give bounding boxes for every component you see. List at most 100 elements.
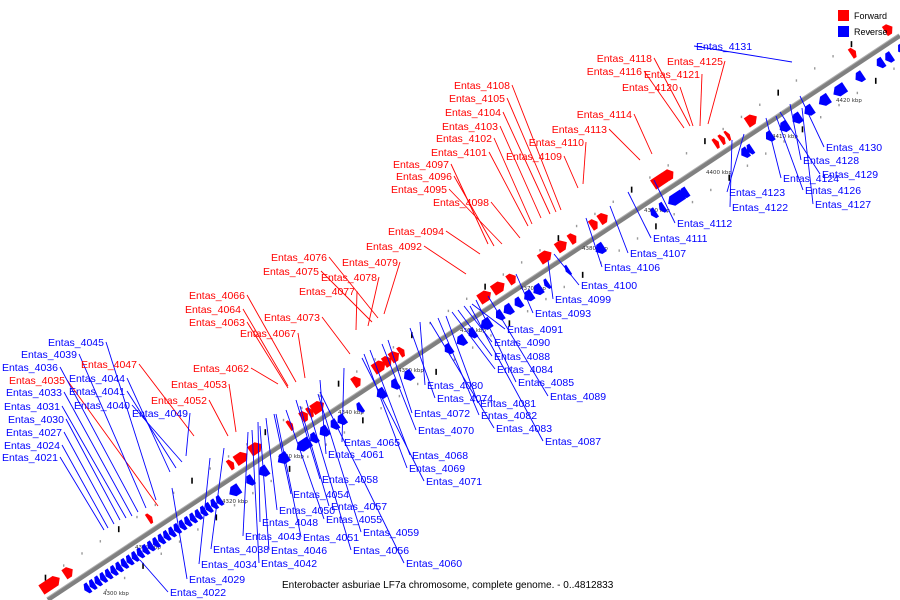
reverse-gene-arrow (115, 561, 125, 573)
gene-label: Entas_4036 (2, 362, 58, 374)
guide-dot (356, 370, 358, 373)
label-leader (63, 431, 115, 525)
reverse-gene-arrow (456, 333, 469, 346)
reverse-gene-arrow (876, 56, 887, 69)
forward-gene-arrow (285, 420, 294, 431)
label-leader (765, 117, 782, 179)
guide-dot (777, 89, 780, 96)
forward-gene-arrow (232, 451, 248, 466)
guide-dot (160, 552, 162, 555)
reverse-gene-arrow (152, 536, 162, 548)
guide-dot (380, 407, 382, 410)
forward-gene-arrow (662, 169, 674, 182)
gene-label: Entas_4092 (366, 241, 422, 253)
reverse-gene-arrow (246, 474, 257, 486)
reverse-gene-arrow (178, 519, 188, 531)
guide-dot (520, 261, 523, 264)
tick-guides (44, 30, 895, 592)
forward-gene-arrow (847, 47, 857, 59)
label-leader (355, 290, 358, 331)
guide-dot (435, 368, 437, 375)
forward-gene-arrow (38, 576, 60, 595)
guide-dot (343, 431, 346, 434)
guide-dot (746, 164, 749, 167)
gene-label: Entas_4078 (321, 272, 377, 284)
label-leader (257, 421, 261, 523)
gene-label: Entas_4082 (481, 410, 537, 422)
gene-label: Entas_4088 (494, 351, 550, 363)
label-leader (361, 357, 425, 482)
label-leader (246, 294, 297, 383)
label-leader (493, 137, 533, 225)
label-leader (320, 270, 373, 323)
guide-dot (319, 394, 321, 397)
axis-tick-label: 4340 kbp (338, 410, 364, 416)
forward-gene-arrow (743, 114, 757, 128)
reverse-gene-arrow (131, 550, 141, 562)
reverse-gene-arrow (680, 186, 691, 199)
gene-label: Entas_4039 (21, 349, 77, 361)
forward-gene-arrow (717, 134, 726, 146)
label-leader (198, 457, 211, 565)
forward-gene-arrow (370, 360, 386, 375)
guide-dot (820, 116, 822, 119)
gene-label: Entas_4120 (622, 82, 678, 94)
reverse-gene-arrow (818, 92, 832, 106)
guide-dot (270, 479, 272, 483)
label-leader (511, 84, 562, 211)
label-leader (653, 57, 691, 127)
label-leader (693, 45, 793, 63)
guide-dot (710, 188, 712, 192)
label-leader (319, 391, 405, 564)
gene-label: Entas_4091 (507, 324, 563, 336)
guide-dot (447, 309, 450, 313)
gene-label: Entas_4121 (644, 69, 700, 81)
forward-gene-arrow (566, 233, 577, 245)
guide-dot (301, 406, 303, 410)
gene-label: Entas_4034 (201, 559, 257, 571)
label-leader (487, 295, 549, 397)
label-leader (242, 431, 249, 537)
legend-forward-label: Forward (854, 11, 887, 21)
gene-label: Entas_4089 (550, 391, 606, 403)
reverse-gene-arrow (310, 431, 320, 444)
label-leader (448, 188, 503, 245)
guide-dot (117, 526, 120, 533)
forward-gene-arrow (553, 240, 567, 254)
guide-dot (563, 285, 565, 289)
reverse-gene-arrow (147, 540, 156, 552)
reverse-gene-arrow (104, 568, 114, 580)
gene-label: Entas_4109 (506, 151, 562, 163)
gene-label: Entas_4035 (9, 375, 65, 387)
guide-dot (636, 237, 639, 240)
guide-dot (508, 320, 511, 327)
guide-dot (325, 443, 327, 446)
gene-label: Entas_4083 (496, 423, 552, 435)
gene-label: Entas_4060 (406, 558, 462, 570)
guide-dot (728, 174, 731, 181)
label-leader (138, 363, 195, 437)
legend: Forward Reverse (838, 10, 888, 37)
backbone-line (46, 34, 900, 600)
label-leader (369, 349, 411, 456)
forward-gene-arrow (144, 513, 154, 525)
gene-label: Entas_4087 (545, 436, 601, 448)
gene-label: Entas_4097 (393, 159, 449, 171)
guide-dot (539, 249, 541, 252)
guide-dot (795, 79, 798, 82)
gene-label: Entas_4129 (822, 169, 878, 181)
legend-reverse-label: Reverse (854, 27, 888, 37)
reverse-gene-arrow (94, 575, 104, 587)
gene-label: Entas_4071 (426, 476, 482, 488)
label-leader (608, 128, 641, 161)
gene-label: Entas_4068 (412, 450, 468, 462)
guide-dot (178, 540, 181, 543)
gene-label: Entas_4095 (391, 184, 447, 196)
label-leader (341, 367, 345, 443)
reverse-gene-arrow (833, 82, 849, 97)
label-leader (490, 201, 521, 239)
reverse-gene-arrow (173, 522, 183, 534)
label-leader (429, 321, 495, 429)
label-leader (463, 305, 493, 343)
